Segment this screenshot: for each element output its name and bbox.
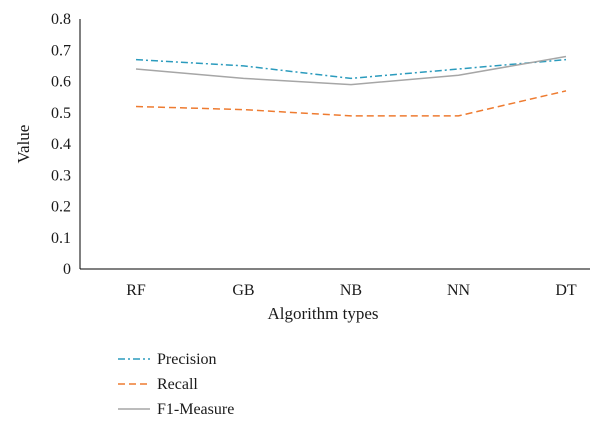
y-tick-label: 0.4 <box>51 136 71 153</box>
legend-label: Precision <box>157 351 217 368</box>
x-tick-label: NN <box>447 282 471 299</box>
y-axis-title: Value <box>14 125 33 164</box>
legend-item-precision: Precision <box>118 351 217 368</box>
x-tick-label: NB <box>340 282 362 299</box>
series-lines <box>135 55 567 117</box>
x-axis-ticks: RF GB NB NN DT <box>126 282 577 299</box>
legend-item-recall: Recall <box>118 376 198 393</box>
series-line-f1-measure <box>135 55 567 86</box>
legend: Precision Recall F1-Measure <box>118 351 234 418</box>
y-tick-label: 0.5 <box>51 105 71 122</box>
y-tick-label: 0.2 <box>51 199 71 216</box>
legend-label: F1-Measure <box>157 401 234 418</box>
legend-item-f1-measure: F1-Measure <box>118 401 234 418</box>
y-tick-label: 0 <box>63 261 71 278</box>
legend-label: Recall <box>157 376 198 393</box>
y-tick-label: 0.8 <box>51 11 71 28</box>
x-tick-label: GB <box>232 282 254 299</box>
y-axis-ticks: 0 0.1 0.2 0.3 0.4 0.5 0.6 0.7 0.8 <box>51 11 71 278</box>
series-line-recall <box>135 90 567 117</box>
x-tick-label: DT <box>555 282 577 299</box>
y-tick-label: 0.6 <box>51 74 71 91</box>
x-tick-label: RF <box>126 282 146 299</box>
y-tick-label: 0.1 <box>51 230 71 247</box>
y-tick-label: 0.3 <box>51 167 71 184</box>
y-tick-label: 0.7 <box>51 42 71 59</box>
series-line-precision <box>135 58 567 80</box>
x-axis-title: Algorithm types <box>268 304 379 323</box>
